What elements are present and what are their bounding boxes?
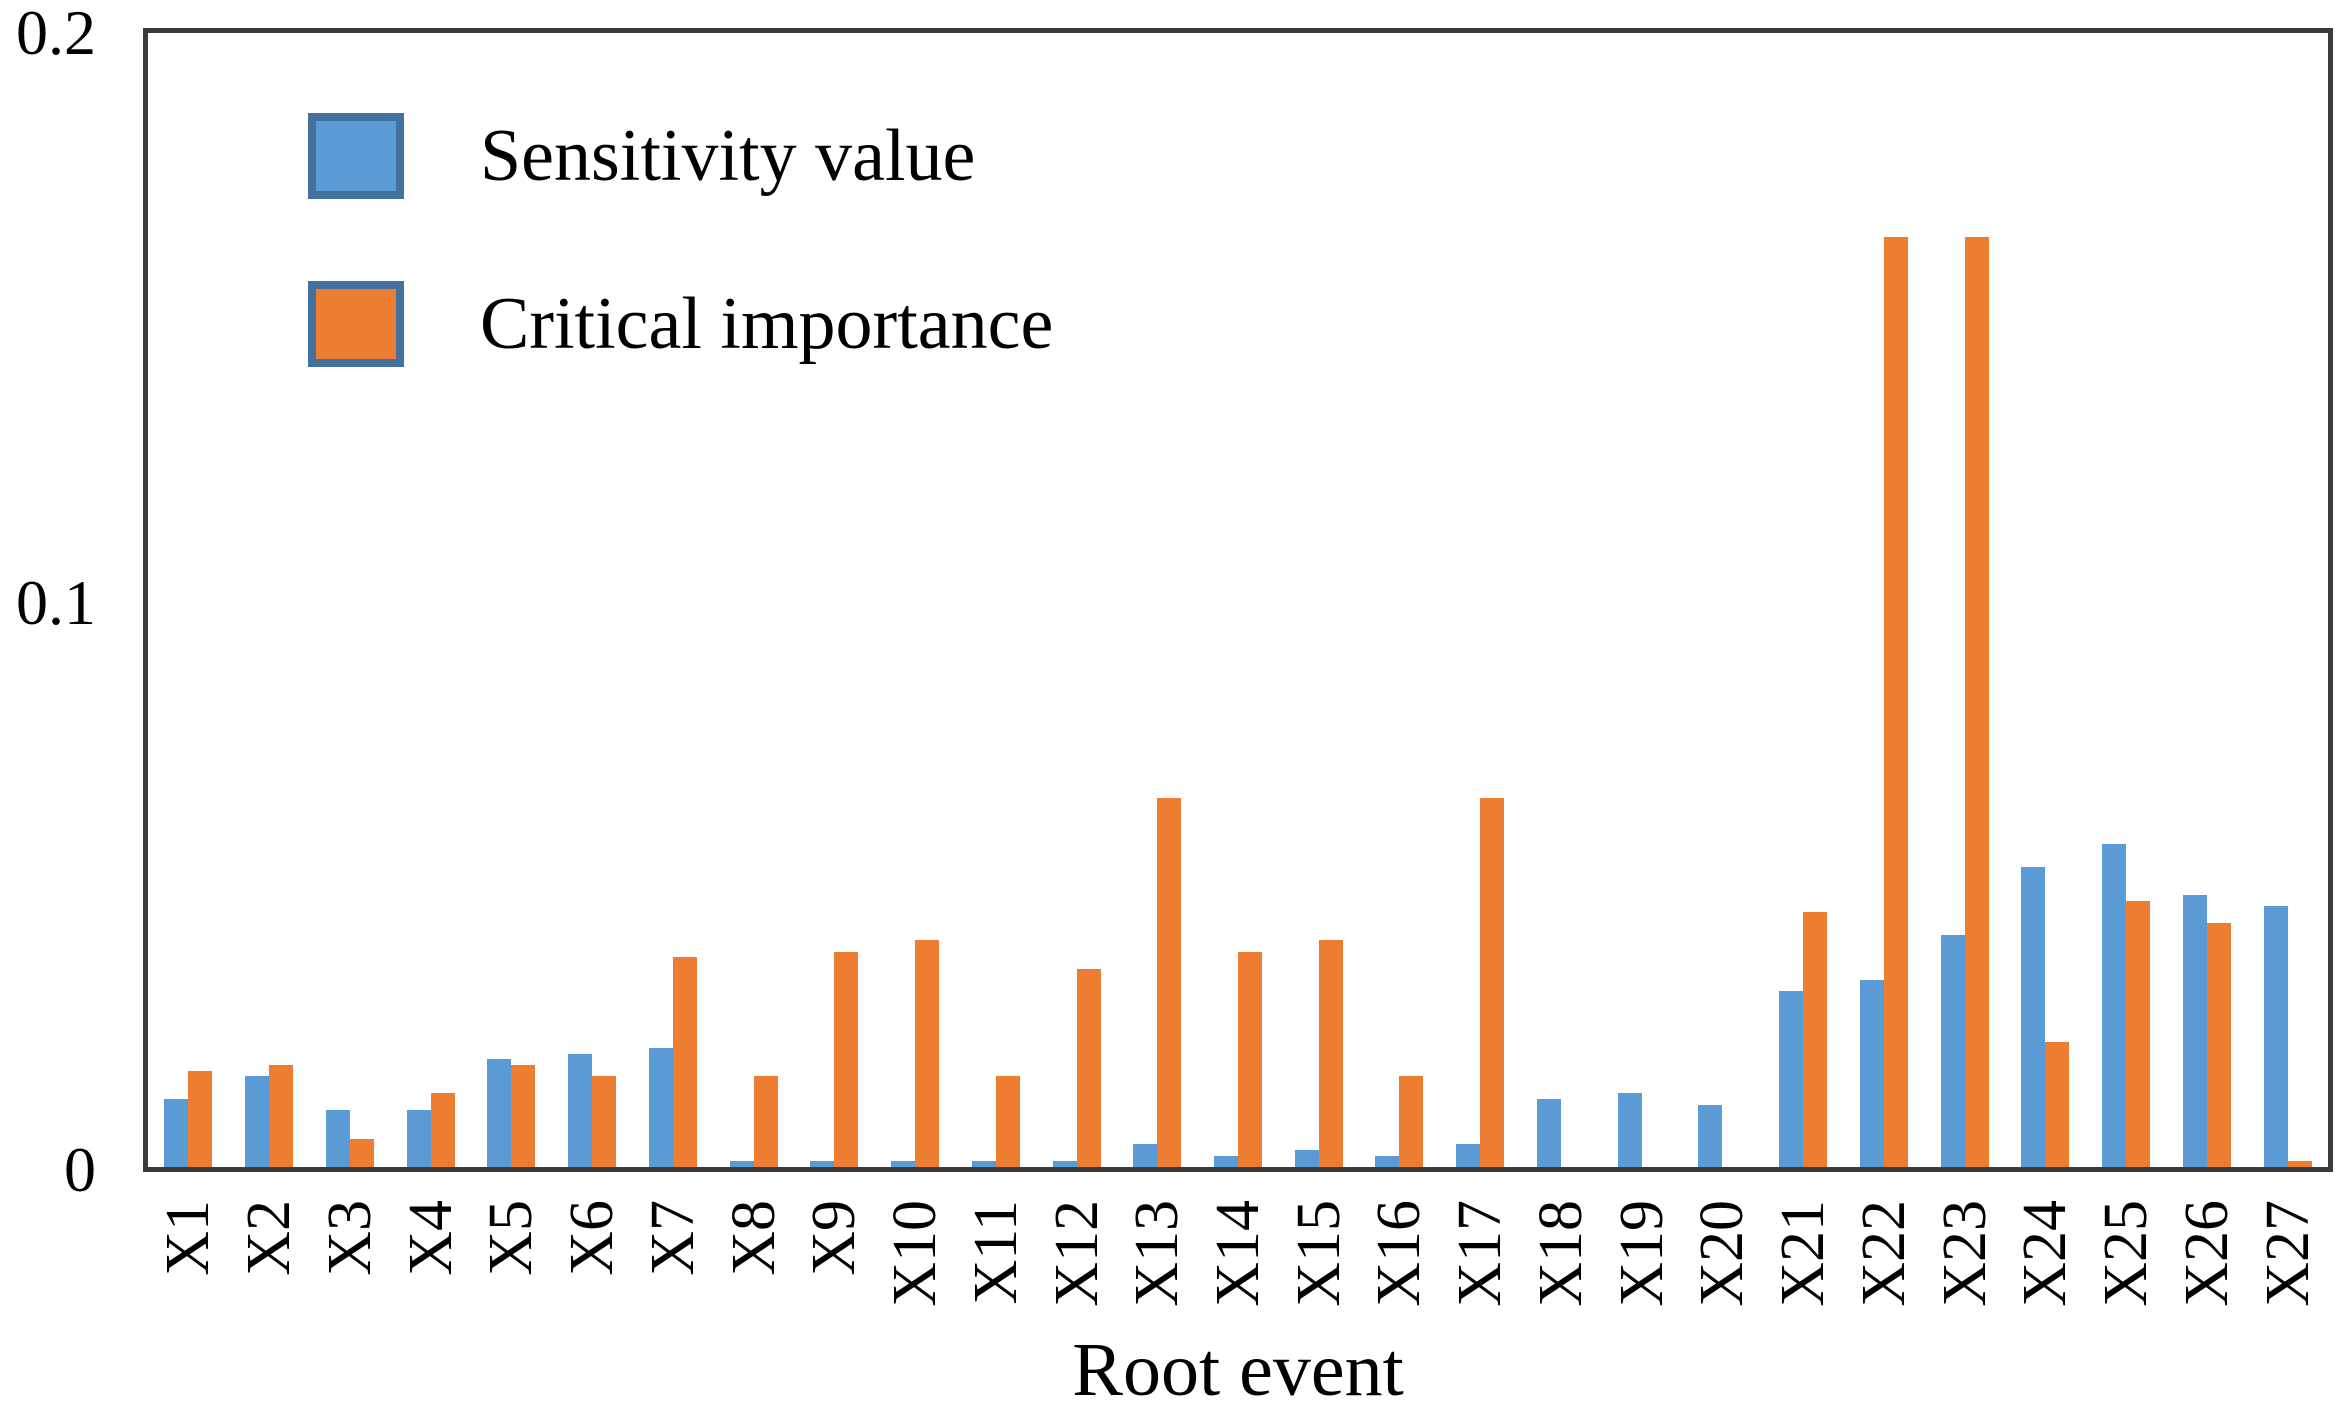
bar-critical-importance-X22: [1883, 237, 1908, 1167]
bar-critical-importance-X7: [672, 957, 697, 1167]
y-tick-label-0p1: 0.1: [16, 567, 96, 638]
bar-sensitivity-value-X5: [487, 1059, 512, 1167]
bar-critical-importance-X1: [188, 1070, 213, 1167]
legend-swatch-critical-icon: [308, 281, 404, 367]
bar-critical-importance-X5: [511, 1064, 536, 1167]
x-axis-title: Root event: [1072, 1328, 1404, 1412]
bar-critical-importance-X23: [1964, 237, 1989, 1167]
y-tick-label-0: 0: [64, 1134, 96, 1205]
bar-sensitivity-value-X19: [1617, 1093, 1642, 1167]
category-group-X10: [875, 33, 956, 1167]
bar-sensitivity-value-X24: [2021, 866, 2046, 1167]
bar-sensitivity-value-X11: [971, 1161, 996, 1167]
bar-critical-importance-X27: [2287, 1161, 2312, 1167]
category-group-X2: [229, 33, 310, 1167]
bar-critical-importance-X9: [834, 951, 859, 1167]
bar-sensitivity-value-X26: [2182, 894, 2207, 1167]
legend-item-critical: Critical importance: [308, 281, 1053, 367]
bar-critical-importance-X2: [269, 1064, 294, 1167]
category-group-X23: [1924, 33, 2005, 1167]
bar-sensitivity-value-X8: [729, 1161, 754, 1167]
bar-critical-importance-X26: [2206, 923, 2231, 1167]
category-group-X27: [2247, 33, 2328, 1167]
bar-critical-importance-X21: [1803, 911, 1828, 1167]
bar-critical-importance-X3: [349, 1138, 374, 1167]
category-group-X22: [1844, 33, 1925, 1167]
category-group-X26: [2167, 33, 2248, 1167]
bar-critical-importance-X12: [1076, 968, 1101, 1167]
bar-sensitivity-value-X4: [406, 1110, 431, 1167]
bar-sensitivity-value-X15: [1294, 1150, 1319, 1167]
category-group-X6: [552, 33, 633, 1167]
bar-sensitivity-value-X14: [1213, 1155, 1238, 1167]
bar-sensitivity-value-X21: [1779, 991, 1804, 1167]
bar-critical-importance-X6: [592, 1076, 617, 1167]
bar-sensitivity-value-X20: [1698, 1104, 1723, 1167]
bar-sensitivity-value-X18: [1536, 1098, 1561, 1167]
bar-sensitivity-value-X23: [1940, 934, 1965, 1167]
category-group-X1: [148, 33, 229, 1167]
bar-sensitivity-value-X12: [1052, 1161, 1077, 1167]
legend-item-sensitivity: Sensitivity value: [308, 113, 975, 199]
bar-sensitivity-value-X7: [648, 1047, 673, 1167]
plot-area: Sensitivity value Critical importance: [143, 28, 2333, 1172]
bars-layer: [148, 33, 2328, 1167]
category-group-X3: [309, 33, 390, 1167]
bar-sensitivity-value-X1: [164, 1098, 189, 1167]
category-group-X19: [1601, 33, 1682, 1167]
bar-critical-importance-X16: [1399, 1076, 1424, 1167]
category-group-X7: [632, 33, 713, 1167]
legend-label-sensitivity: Sensitivity value: [480, 115, 976, 197]
bar-sensitivity-value-X22: [1859, 979, 1884, 1167]
bar-sensitivity-value-X10: [891, 1161, 916, 1167]
bar-sensitivity-value-X27: [2263, 906, 2288, 1167]
bar-sensitivity-value-X25: [2102, 843, 2127, 1167]
category-group-X24: [2005, 33, 2086, 1167]
category-group-X17: [1440, 33, 1521, 1167]
bar-critical-importance-X4: [430, 1093, 455, 1167]
category-group-X15: [1278, 33, 1359, 1167]
bar-critical-importance-X8: [753, 1076, 778, 1167]
category-group-X12: [1036, 33, 1117, 1167]
bar-sensitivity-value-X16: [1375, 1155, 1400, 1167]
bar-sensitivity-value-X9: [810, 1161, 835, 1167]
bar-critical-importance-X15: [1318, 940, 1343, 1167]
category-group-X18: [1521, 33, 1602, 1167]
bar-critical-importance-X25: [2126, 900, 2151, 1167]
bar-sensitivity-value-X6: [568, 1053, 593, 1167]
category-group-X4: [390, 33, 471, 1167]
category-group-X8: [713, 33, 794, 1167]
y-tick-label-0p2: 0.2: [16, 0, 96, 68]
bar-critical-importance-X14: [1237, 951, 1262, 1167]
category-group-X5: [471, 33, 552, 1167]
category-group-X13: [1117, 33, 1198, 1167]
bar-sensitivity-value-X13: [1133, 1144, 1158, 1167]
category-group-X25: [2086, 33, 2167, 1167]
legend-swatch-sensitivity-icon: [308, 113, 404, 199]
category-group-X20: [1682, 33, 1763, 1167]
category-group-X21: [1763, 33, 1844, 1167]
bar-critical-importance-X13: [1157, 798, 1182, 1167]
bar-critical-importance-X11: [995, 1076, 1020, 1167]
category-group-X14: [1198, 33, 1279, 1167]
category-group-X9: [794, 33, 875, 1167]
bar-sensitivity-value-X2: [245, 1076, 270, 1167]
category-group-X16: [1359, 33, 1440, 1167]
category-group-X11: [955, 33, 1036, 1167]
bar-critical-importance-X24: [2045, 1042, 2070, 1167]
bar-critical-importance-X17: [1480, 798, 1505, 1167]
bar-sensitivity-value-X3: [325, 1110, 350, 1167]
bar-critical-importance-X10: [915, 940, 940, 1167]
legend-label-critical: Critical importance: [480, 283, 1054, 365]
bar-sensitivity-value-X17: [1456, 1144, 1481, 1167]
